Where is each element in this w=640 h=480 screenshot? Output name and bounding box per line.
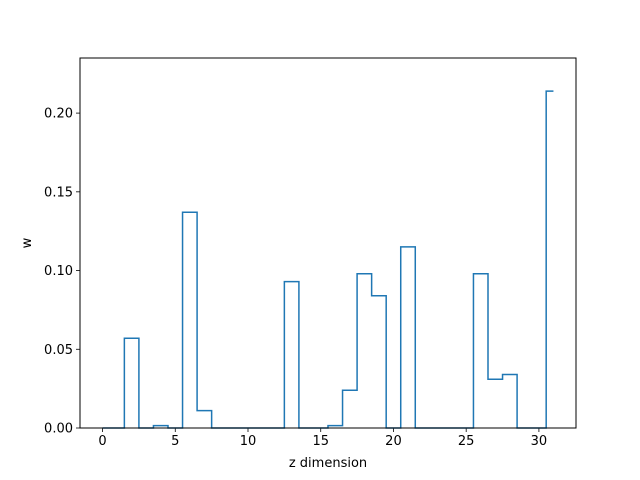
x-tick-label: 10 [240, 434, 257, 449]
x-tick-label: 20 [385, 434, 402, 449]
x-tick-label: 5 [171, 434, 179, 449]
y-tick-label: 0.10 [44, 264, 73, 279]
plot-area-frame [79, 57, 577, 429]
y-tick-label: 0.20 [44, 107, 73, 122]
x-tick-label: 25 [458, 434, 475, 449]
x-tick-label: 30 [531, 434, 548, 449]
x-axis-ticks: 0 5 10 15 20 25 30 [98, 428, 547, 449]
x-axis-label: z dimension [289, 456, 367, 471]
y-tick-label: 0.00 [44, 422, 73, 437]
y-tick-label: 0.05 [44, 343, 73, 358]
y-axis-ticks: 0.00 0.05 0.10 0.15 0.20 [44, 107, 80, 437]
x-tick-label: 0 [98, 434, 106, 449]
y-axis-label: w [20, 237, 35, 248]
y-tick-label: 0.15 [44, 185, 73, 200]
x-tick-label: 15 [312, 434, 329, 449]
